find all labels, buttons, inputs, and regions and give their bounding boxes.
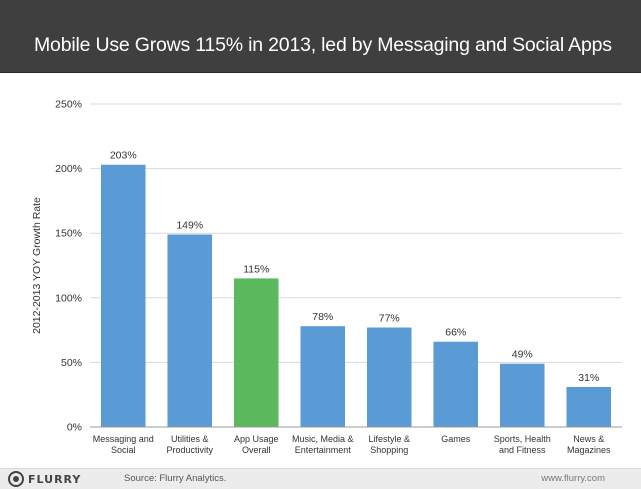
data-label: 66%	[445, 327, 466, 339]
y-tick-labels: 0% 50% 100% 150% 200% 250%	[55, 99, 82, 434]
y-axis-label: 2012-2013 YOY Growth Rate	[31, 197, 43, 334]
bar	[100, 164, 146, 427]
x-tick-label: Messaging and Social	[93, 434, 154, 455]
x-tick-label: Lifestyle & Shopping	[368, 434, 410, 455]
y-tick-label: 200%	[55, 163, 82, 175]
bar	[233, 278, 279, 427]
x-tick-label: Games	[441, 434, 471, 444]
footer: FLURRY Source: Flurry Analytics. www.flu…	[0, 468, 641, 489]
data-label: 149%	[176, 219, 203, 231]
logo-wordmark: FLURRY	[28, 472, 82, 486]
bar	[566, 386, 612, 427]
x-tick-label: Utilities & Productivity	[166, 434, 213, 455]
x-tick-label: Music, Media & Entertainment	[292, 434, 354, 455]
data-label: 49%	[512, 349, 533, 361]
bar	[499, 363, 545, 427]
data-label: 77%	[379, 313, 400, 325]
bar	[300, 326, 346, 427]
y-tick-label: 50%	[61, 357, 82, 369]
data-label: 78%	[312, 311, 333, 323]
bars	[100, 164, 612, 427]
bar	[366, 327, 412, 427]
y-tick-label: 150%	[55, 228, 82, 240]
source-note: Source: Flurry Analytics.	[124, 473, 227, 484]
y-tick-label: 250%	[55, 99, 82, 111]
website-link[interactable]: www.flurry.com	[541, 473, 605, 484]
flurry-logo: FLURRY	[8, 470, 81, 488]
data-labels: 203% 149% 115% 78% 77% 66% 49% 31%	[110, 150, 599, 384]
bar	[167, 234, 213, 427]
x-tick-label: Sports, Health and Fitness	[494, 434, 551, 455]
title-bar: Mobile Use Grows 115% in 2013, led by Me…	[0, 0, 641, 73]
data-label: 203%	[110, 150, 137, 162]
x-tick-labels: Messaging and Social Utilities & Productivi…	[93, 434, 611, 455]
y-tick-label: 100%	[55, 292, 82, 304]
x-tick-label: App Usage Overall	[234, 434, 279, 455]
bar	[433, 341, 479, 427]
data-label: 31%	[578, 372, 599, 384]
data-label: 115%	[243, 263, 269, 275]
y-tick-label: 0%	[67, 422, 82, 434]
x-tick-label: News & Magazines	[567, 434, 611, 455]
flurry-logo-icon	[8, 471, 24, 487]
chart-title: Mobile Use Grows 115% in 2013, led by Me…	[34, 34, 612, 56]
bar-chart: 0% 50% 100% 150% 200% 250% 203% 149% 115% 78% 77%…	[31, 99, 622, 455]
